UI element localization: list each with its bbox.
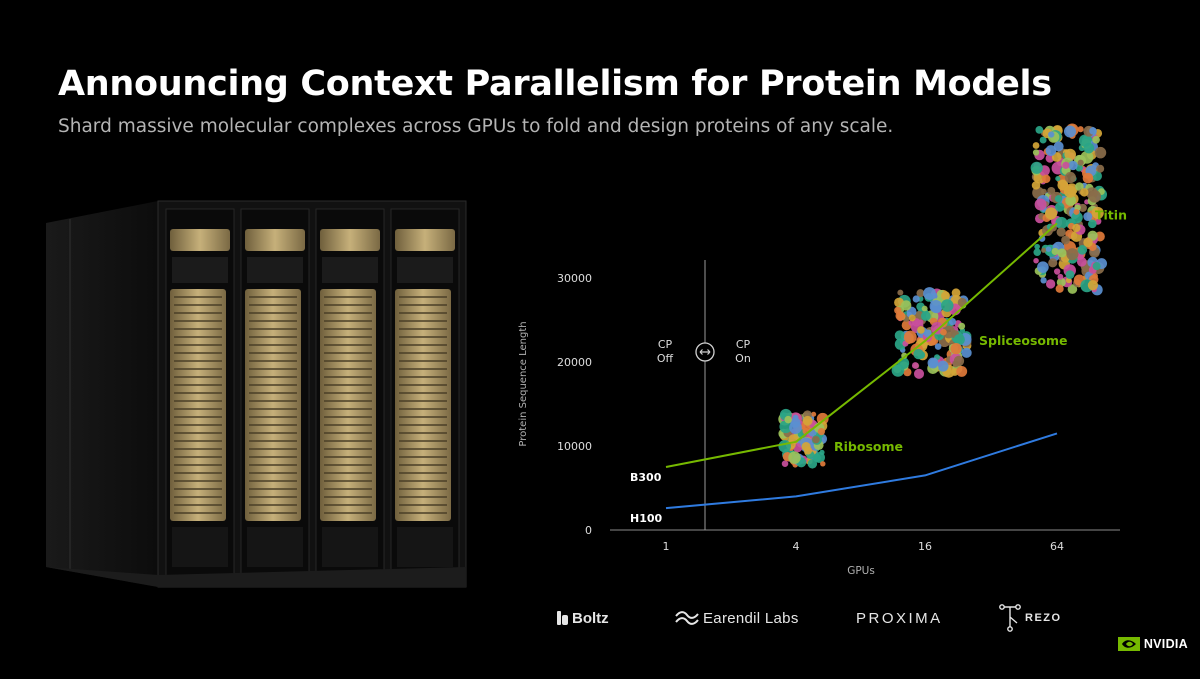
protein-structure [1030,123,1108,296]
rack-side-panel [46,201,158,587]
x-tick-label: 16 [918,540,932,553]
y-tick-label: 30000 [557,272,592,285]
server-rack-image [46,200,467,588]
rack-top-tray [320,229,380,251]
rack-top-tray [245,229,305,251]
cp-on-label-line1: CP [736,338,751,351]
rack-bay [240,208,310,580]
rezo-logo-text: REZO [1025,612,1062,624]
rack-bay [165,208,235,580]
rack-bay [390,208,460,580]
protein-structure [778,408,829,469]
y-tick-labels: 0 10000 20000 30000 [557,272,592,537]
series-line-h100 [665,432,1058,510]
rack-compute-trays [170,289,226,521]
rack-compute-trays [320,289,376,521]
annotation-label-spliceosome: Spliceosome [979,333,1068,348]
boltz-icon [557,611,568,625]
y-tick-label: 20000 [557,356,592,369]
rack-top-tray [395,229,455,251]
protein-annotations: Ribosome Spliceosome Titin [834,207,1127,453]
x-tick-labels: 1 4 16 64 [663,540,1065,553]
protein-structure [891,287,972,379]
proxima-logo: PROXIMA [856,606,943,630]
nvidia-eye-icon [1117,637,1140,651]
series-labels: B300 H100 [630,471,663,525]
earendil-logo: Earendil Labs [674,606,799,630]
y-tick-label: 0 [585,524,592,537]
line-chart: CP Off CP On 0 10000 20000 30000 1 4 16 64 Pro… [518,123,1127,577]
cp-off-label-line1: CP [658,338,673,351]
rezo-network-icon [999,604,1021,632]
rezo-logo: REZO [998,602,1062,634]
series-label-b300: B300 [630,471,662,484]
y-axis-label: Protein Sequence Length [518,321,529,446]
proxima-logo-text: PROXIMA [856,609,943,627]
x-tick-label: 1 [663,540,670,553]
protein-structures [778,123,1108,469]
boltz-logo-text: Boltz [572,609,609,627]
series-line-b300 [665,222,1058,468]
cp-on-label-line2: On [735,352,751,365]
earendil-logo-text: Earendil Labs [703,609,799,627]
slide-title: Announcing Context Parallelism for Prote… [58,64,1052,104]
x-tick-label: 64 [1050,540,1064,553]
cp-toggle-icon [695,342,715,362]
rack-compute-trays [245,289,301,521]
series-lines [665,222,1058,510]
rack-base [46,567,466,587]
rack-compute-trays [395,289,451,521]
nvidia-logo-text: NVIDIA [1143,637,1188,651]
boltz-logo: Boltz [556,606,609,630]
annotation-label-titin: Titin [1095,207,1127,222]
slide-subtitle: Shard massive molecular complexes across… [58,116,894,137]
x-tick-label: 4 [793,540,800,553]
rack-bay [315,208,385,580]
series-label-h100: H100 [630,512,663,525]
nvidia-logo: NVIDIA [1117,637,1188,651]
cp-off-label-line2: Off [657,352,674,365]
earendil-wave-icon [675,611,699,625]
rack-bays [165,208,460,580]
y-tick-label: 10000 [557,440,592,453]
annotation-label-ribosome: Ribosome [834,439,903,454]
x-axis-label: GPUs [847,565,875,577]
rack-top-tray [170,229,230,251]
